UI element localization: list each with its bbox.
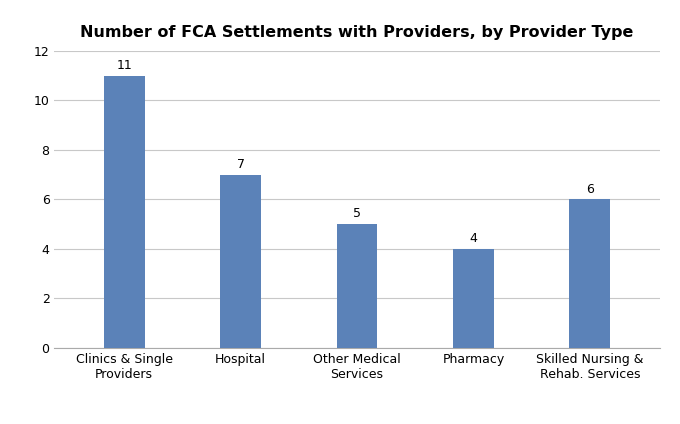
- Text: 4: 4: [469, 232, 477, 245]
- Text: 5: 5: [353, 207, 361, 220]
- Bar: [453, 249, 494, 348]
- Text: 6: 6: [586, 183, 594, 195]
- Bar: [104, 75, 145, 348]
- Bar: [220, 175, 261, 348]
- Text: 11: 11: [116, 59, 132, 72]
- Bar: [337, 224, 377, 348]
- Bar: [569, 199, 610, 348]
- Title: Number of FCA Settlements with Providers, by Provider Type: Number of FCA Settlements with Providers…: [80, 25, 634, 40]
- Text: 7: 7: [237, 158, 245, 171]
